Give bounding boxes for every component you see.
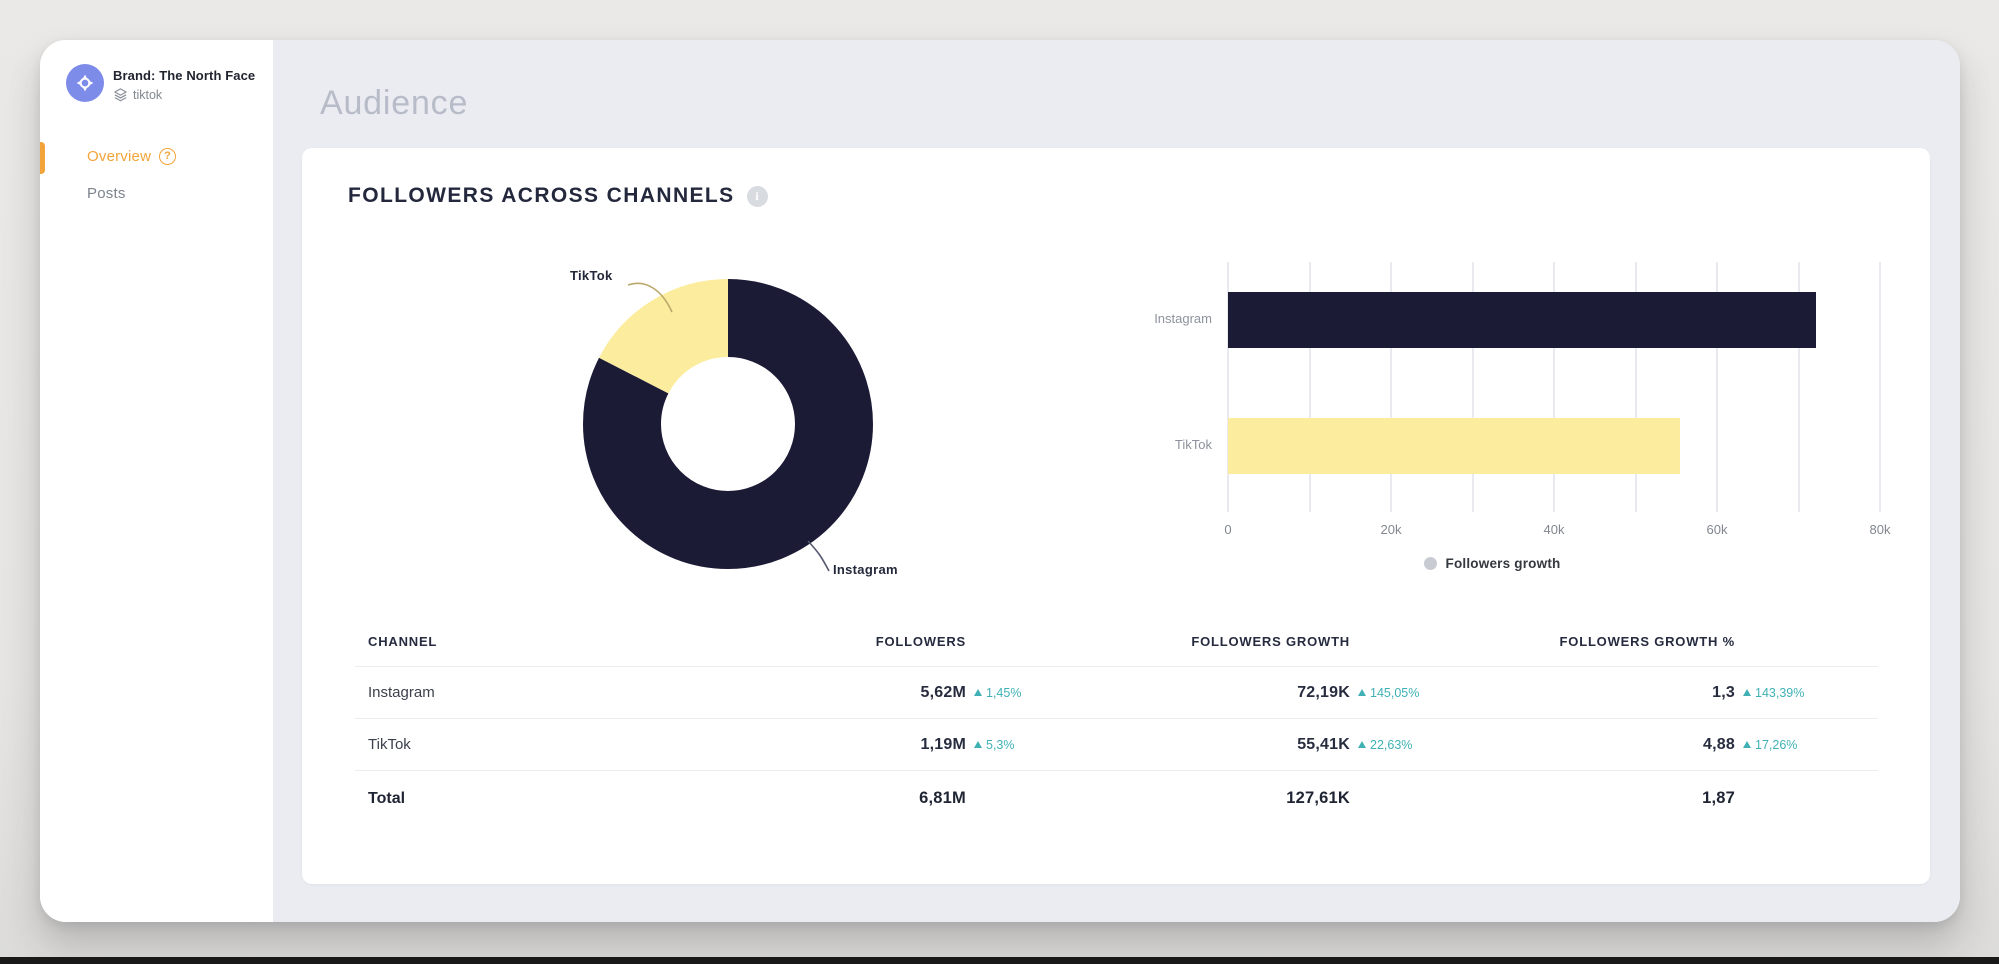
x-tick-60k: 60k [1706, 522, 1728, 537]
active-indicator [40, 142, 45, 174]
followers-growth-bar-chart: Instagram TikTok 0 20k 40k 60k 80k Follo… [1002, 262, 1902, 592]
x-tick-0: 0 [1224, 522, 1232, 537]
gridline [1227, 262, 1229, 512]
app-window: Brand: The North Face tiktok Overview ? [40, 40, 1960, 922]
up-arrow-icon [974, 741, 982, 748]
gridline [1553, 262, 1555, 512]
compass-target-icon [76, 74, 94, 92]
growth-pct-delta: 143,39% [1755, 685, 1805, 700]
screen-bottom-bar [0, 957, 1999, 964]
sidebar-item-overview[interactable]: Overview ? [40, 138, 273, 175]
followers-delta: 5,3% [986, 737, 1015, 752]
gridline [1716, 262, 1718, 512]
sidebar: Brand: The North Face tiktok Overview ? [40, 40, 273, 922]
total-growth: 127,61K [1286, 789, 1350, 807]
up-arrow-icon [1743, 689, 1751, 696]
x-tick-80k: 80k [1869, 522, 1891, 537]
gridline [1471, 262, 1474, 512]
growth-pct-delta: 17,26% [1755, 737, 1798, 752]
instagram-callout-line [807, 540, 830, 572]
col-header-followers: FOLLOWERS [875, 633, 966, 649]
bar-category-instagram: Instagram [1154, 311, 1212, 326]
main-content: Audience FOLLOWERS ACROSS CHANNELS i Tik… [273, 40, 1960, 922]
legend-label: Followers growth [1445, 556, 1561, 571]
followers-card: FOLLOWERS ACROSS CHANNELS i TikTok Insta… [302, 148, 1930, 884]
brand-name: Brand: The North Face [113, 68, 256, 83]
brand-avatar [66, 64, 104, 102]
bar-category-tiktok: TikTok [1174, 437, 1212, 452]
followers-value: 1,19M [920, 735, 966, 753]
channel-name: Instagram [368, 684, 435, 701]
donut-slice-tiktok [583, 279, 873, 569]
growth-pct-value: 1,3 [1712, 683, 1735, 701]
sidebar-item-label: Posts [87, 185, 126, 202]
gridline [1390, 262, 1392, 512]
bar-plot-area: Instagram TikTok 0 20k 40k 60k 80k [1154, 262, 1890, 537]
gridline [1879, 262, 1881, 512]
gridline [1308, 262, 1311, 512]
layers-icon [114, 88, 127, 102]
growth-value: 72,19K [1297, 683, 1350, 701]
growth-delta: 22,63% [1370, 737, 1413, 752]
brand-selector[interactable]: Brand: The North Face tiktok [40, 40, 273, 102]
up-arrow-icon [1743, 741, 1751, 748]
total-followers: 6,81M [919, 789, 966, 807]
x-tick-20k: 20k [1380, 522, 1402, 537]
col-header-channel: CHANNEL [368, 633, 438, 649]
sidebar-item-label: Overview [87, 148, 152, 165]
card-title: FOLLOWERS ACROSS CHANNELS [348, 184, 735, 207]
table-total-row: Total 6,81M 127,61K 1,87 [355, 770, 1878, 826]
table-row-instagram: Instagram 5,62M 1,45% 72,19K 145,05% 1,3… [355, 666, 1878, 718]
donut-chart: TikTok Instagram [468, 244, 928, 624]
growth-value: 55,41K [1297, 735, 1350, 753]
up-arrow-icon [974, 689, 982, 696]
project-name: tiktok [133, 87, 163, 102]
total-growth-pct: 1,87 [1702, 789, 1735, 807]
gridline [1797, 262, 1800, 512]
up-arrow-icon [1358, 689, 1366, 696]
info-icon[interactable]: i [746, 185, 768, 207]
table-row-tiktok: TikTok 1,19M 5,3% 55,41K 22,63% 4,88 17,… [355, 718, 1878, 770]
legend-marker-icon [1423, 557, 1437, 570]
donut-label-instagram: Instagram [833, 562, 898, 577]
x-tick-40k: 40k [1543, 522, 1565, 537]
tiktok-callout-line [627, 282, 673, 313]
col-header-growth-pct: FOLLOWERS GROWTH % [1559, 633, 1735, 649]
channels-table: CHANNEL FOLLOWERS FOLLOWERS GROWTH FOLLO… [355, 616, 1878, 826]
sidebar-nav: Overview ? Posts [40, 138, 273, 212]
table-header-row: CHANNEL FOLLOWERS FOLLOWERS GROWTH FOLLO… [355, 616, 1878, 666]
page-title: Audience [320, 84, 469, 122]
donut-label-tiktok: TikTok [570, 268, 613, 283]
help-icon[interactable]: ? [159, 148, 177, 165]
legend-followers-growth[interactable]: Followers growth [1166, 556, 1818, 571]
growth-pct-value: 4,88 [1703, 735, 1735, 753]
sidebar-item-posts[interactable]: Posts [40, 175, 273, 212]
followers-delta: 1,45% [986, 685, 1022, 700]
followers-value: 5,62M [920, 683, 966, 701]
up-arrow-icon [1358, 741, 1366, 748]
bar-instagram [1228, 292, 1817, 348]
channel-name: TikTok [368, 736, 411, 753]
total-label: Total [368, 789, 406, 807]
col-header-growth: FOLLOWERS GROWTH [1191, 633, 1350, 649]
growth-delta: 145,05% [1370, 685, 1420, 700]
gridline [1634, 262, 1637, 512]
bar-tiktok [1228, 418, 1680, 474]
